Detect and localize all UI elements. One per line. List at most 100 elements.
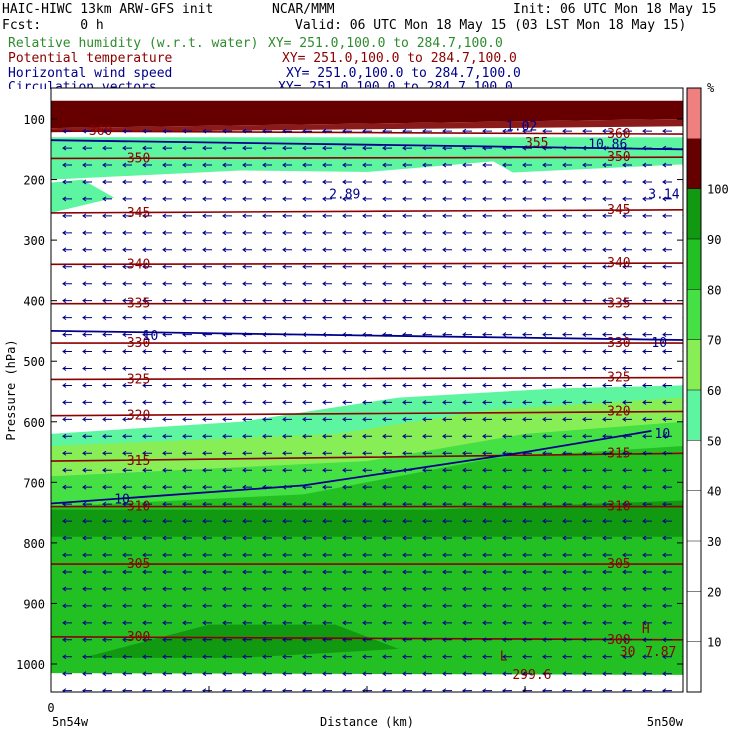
- wind-vector: [582, 179, 592, 185]
- wind-vector: [662, 128, 672, 134]
- wind-vector: [562, 637, 572, 643]
- wind-vector: [242, 315, 252, 321]
- wind-vector: [442, 569, 452, 575]
- wind-vector: [162, 450, 172, 456]
- wind-vector: [442, 128, 452, 134]
- wind-vector: [642, 230, 652, 236]
- wind-vector: [582, 518, 592, 524]
- annotation-9: 10: [143, 329, 159, 344]
- wind-vector: [442, 399, 452, 405]
- wind-vector: [342, 162, 352, 168]
- wind-vector: [142, 416, 152, 422]
- wind-vector: [562, 535, 572, 541]
- wind-vector: [202, 620, 212, 626]
- wind-vector: [382, 484, 392, 490]
- wind-vector: [302, 383, 312, 388]
- colorbar-tick-label: 30: [707, 535, 721, 549]
- wind-vector: [662, 349, 672, 354]
- wind-vector: [222, 179, 232, 185]
- wind-vector: [522, 399, 532, 405]
- wind-vector: [242, 264, 252, 270]
- wind-vector: [162, 569, 172, 575]
- wind-vector: [202, 637, 212, 643]
- wind-vector: [202, 366, 212, 371]
- wind-vector: [622, 433, 632, 439]
- y-tick-label: 1000: [16, 658, 45, 672]
- wind-vector: [542, 416, 552, 422]
- wind-vector: [122, 620, 132, 626]
- wind-vector: [202, 416, 212, 422]
- wind-vector: [422, 535, 432, 541]
- wind-vector: [82, 552, 92, 558]
- rh-dry-pocket: [82, 161, 557, 204]
- wind-vector: [322, 213, 332, 219]
- wind-vector: [342, 671, 352, 677]
- wind-vector: [242, 518, 252, 524]
- wind-vector: [322, 603, 332, 609]
- wind-vector: [282, 433, 292, 439]
- wind-vector: [602, 162, 612, 168]
- wind-vector: [462, 603, 472, 609]
- wind-vector: [222, 366, 232, 371]
- wind-vector: [642, 196, 652, 202]
- wind-vector: [482, 298, 492, 304]
- wind-vector: [642, 637, 652, 643]
- wind-vector: [622, 128, 632, 134]
- wind-vector: [562, 603, 572, 609]
- rh-region-top: [51, 100, 683, 129]
- wind-vector: [502, 467, 512, 473]
- wind-vector: [242, 349, 252, 354]
- wind-vector: [602, 298, 612, 304]
- wind-vector: [462, 281, 472, 287]
- wind-vector: [542, 484, 552, 490]
- wind-vector: [222, 281, 232, 287]
- colorbar-tick-label: 60: [707, 384, 721, 398]
- wind-vector: [582, 298, 592, 304]
- wind-vector: [102, 247, 112, 253]
- wind-vector: [362, 484, 372, 490]
- wind-vector: [542, 196, 552, 202]
- wind-vector: [382, 128, 392, 134]
- wind-vector: [242, 569, 252, 575]
- wind-vector: [282, 637, 292, 643]
- wind-vector: [462, 332, 472, 337]
- wind-vector: [262, 162, 272, 168]
- wind-vector: [422, 247, 432, 253]
- wind-vector: [482, 264, 492, 270]
- wind-vector: [522, 298, 532, 304]
- wind-vector: [542, 552, 552, 558]
- wind-vector: [62, 247, 72, 253]
- wind-vector: [222, 518, 232, 524]
- wind-vector: [662, 501, 672, 507]
- wind-vector: [62, 399, 72, 405]
- wind-vector: [442, 433, 452, 439]
- wind-vector: [342, 603, 352, 609]
- wind-vector: [642, 552, 652, 558]
- wind-vector: [522, 145, 532, 151]
- wind-vector: [82, 366, 92, 371]
- wind-vector: [382, 332, 392, 337]
- wind-vector: [542, 247, 552, 253]
- field-vectors-name: Circulation vectors: [8, 80, 157, 89]
- wind-vector: [462, 399, 472, 405]
- wind-vector: [302, 518, 312, 524]
- wind-vector: [362, 383, 372, 388]
- wind-vector: [502, 332, 512, 337]
- wind-vector: [362, 450, 372, 456]
- wind-vector: [102, 179, 112, 185]
- annotation-0: 2.89: [329, 188, 360, 203]
- wind-vector: [102, 501, 112, 507]
- wind-vector: [242, 416, 252, 422]
- wind-vector: [462, 366, 472, 371]
- wind-vector: [282, 332, 292, 337]
- wind-vector: [182, 586, 192, 592]
- wind-vector: [622, 281, 632, 287]
- wind-vector: [622, 383, 632, 388]
- wind-vector: [62, 501, 72, 507]
- wind-vector: [102, 603, 112, 609]
- wind-vector: [382, 196, 392, 202]
- wind-vector: [662, 535, 672, 541]
- wind-vector: [262, 145, 272, 151]
- wind-vector: [362, 196, 372, 202]
- wind-vector: [582, 383, 592, 388]
